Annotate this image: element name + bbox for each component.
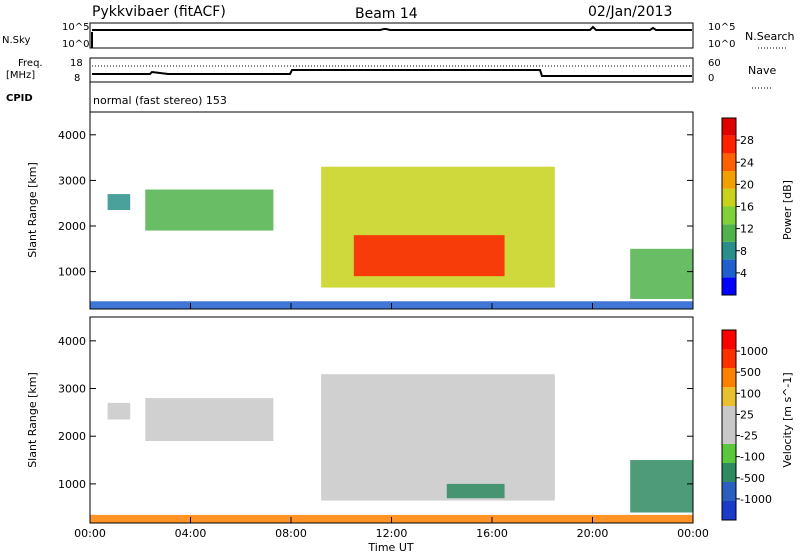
nsearch-label: N.Search [745,30,795,43]
velocity-heatmap [90,374,693,523]
velocity-ytick-label-0: 4000 [58,335,86,348]
freq-panel [89,57,694,83]
power-colorbar-segment-7 [722,153,736,172]
velocity-colorbar-label-text: Velocity [m s^-1] [781,372,794,467]
nave-tick-bottom: 0 [708,73,714,84]
freq-label: Freq. [18,58,43,69]
velocity-colorbar-tick-1: 500 [740,366,761,379]
velocity-colorbar-tick-3: 25 [740,408,754,421]
time-tick-label-3: 12:00 [376,527,408,540]
velocity-colorbar-label: Velocity [m s^-1] [781,372,794,467]
velocity-colorbar-segment-5 [722,406,736,425]
nsky-tick-top: 10^5 [62,22,89,33]
station-title: Pykkvibaer (fitACF) [92,4,226,20]
power-colorbar-segment-6 [722,171,736,189]
freq-tick-top: 18 [70,58,83,69]
power-colorbar-label: Power [dB] [781,180,794,240]
velocity-region-1 [145,398,274,441]
velocity-colorbar-tick-5: -100 [740,451,765,464]
time-tick-label-2: 08:00 [275,527,307,540]
power-ylabel: Slant Range [km] [26,162,39,258]
freq-tick-bottom: 8 [74,73,80,84]
velocity-colorbar-segment-1 [722,482,736,501]
power-colorbar-segment-4 [722,206,736,225]
power-colorbar-tick-1: 24 [740,156,754,169]
date-title: 02/Jan/2013 [588,4,672,20]
cpid-label: CPID [6,93,33,104]
time-tick-label-6: 00:00 [677,527,709,540]
power-region-1 [145,189,274,231]
velocity-ytick-label-2: 2000 [58,430,86,443]
nsky-trace [92,25,692,31]
time-tick-label-1: 04:00 [175,527,207,540]
freq-unit: [MHz] [6,70,35,81]
velocity-ytick-label-1: 3000 [58,383,86,396]
velocity-colorbar-tick-0: 1000 [740,345,768,358]
power-colorbar-segment-5 [722,188,736,207]
velocity-region-4 [630,460,693,513]
power-region-4 [630,248,693,299]
power-colorbar-segment-8 [722,135,736,154]
time-axis: 00:00 04:00 08:00 12:00 16:00 20:00 00:00 [74,303,709,540]
power-ytick-label-0: 4000 [58,129,86,142]
velocity-colorbar-segment-6 [722,387,736,406]
power-colorbar-tick-4: 12 [740,223,754,236]
power-ytick-label-3: 1000 [58,266,86,279]
nsky-label: N.Sky [2,35,30,46]
nave-label: Nave [748,64,776,77]
power-colorbar-segment-9 [722,118,736,136]
velocity-colorbar-segment-9 [722,330,736,349]
velocity-region-2 [321,374,555,501]
velocity-colorbar-frame [721,329,737,521]
velocity-region-0 [107,402,131,420]
power-colorbar-segment-3 [722,224,736,242]
power-colorbar-segment-0 [722,277,736,295]
velocity-colorbar-segment-3 [722,444,736,463]
power-region-3 [353,235,505,277]
power-ytick-label-2: 2000 [58,220,86,233]
nsky-tick-bottom: 10^0 [62,39,89,50]
velocity-colorbar-tick-6: -500 [740,472,765,485]
power-colorbar-segment-2 [722,241,736,260]
velocity-colorbar-segment-2 [722,463,736,482]
velocity-colorbar-tick-4: -25 [740,430,758,443]
power-colorbar-tick-5: 8 [740,245,747,258]
velocity-colorbar-segment-8 [722,349,736,368]
time-tick-label-0: 00:00 [74,527,106,540]
time-axis-label: Time UT [367,541,413,554]
velocity-colorbar-tick-2: 100 [740,387,761,400]
power-colorbar-segment-1 [722,259,736,278]
power-heatmap [90,166,693,309]
nsearch-tick-bottom: 10^0 [708,39,735,50]
velocity-colorbar-segment-7 [722,368,736,387]
velocity-region-3 [446,483,505,499]
time-tick-label-4: 16:00 [476,527,508,540]
velocity-colorbar-segment-0 [722,501,736,520]
power-y-axis: 4000 3000 2000 1000 [58,129,693,279]
nave-tick-top: 60 [708,58,721,69]
power-colorbar-tick-0: 28 [740,134,754,147]
velocity-colorbar-segment-4 [722,425,736,444]
power-colorbar-tick-2: 20 [740,178,754,191]
nsky-panel [89,22,694,49]
power-colorbar-tick-3: 16 [740,201,754,214]
velocity-colorbar: 1000 500 100 25 -25 -100 -500 -1000 [721,329,772,521]
velocity-y-axis: 4000 3000 2000 1000 [58,335,693,491]
power-region-0 [107,194,131,211]
power-ytick-label-1: 3000 [58,174,86,187]
freq-trace [92,69,692,77]
velocity-ylabel: Slant Range [km] [26,372,39,468]
velocity-ytick-label-3: 1000 [58,478,86,491]
nsearch-tick-top: 10^5 [708,22,735,33]
power-colorbar-tick-6: 4 [740,267,747,280]
time-tick-label-5: 20:00 [577,527,609,540]
velocity-colorbar-tick-7: -1000 [740,493,772,506]
beam-title: Beam 14 [355,6,418,22]
power-colorbar: 28 24 20 16 12 8 4 [721,117,754,296]
cpid-text: normal (fast stereo) 153 [93,94,227,107]
